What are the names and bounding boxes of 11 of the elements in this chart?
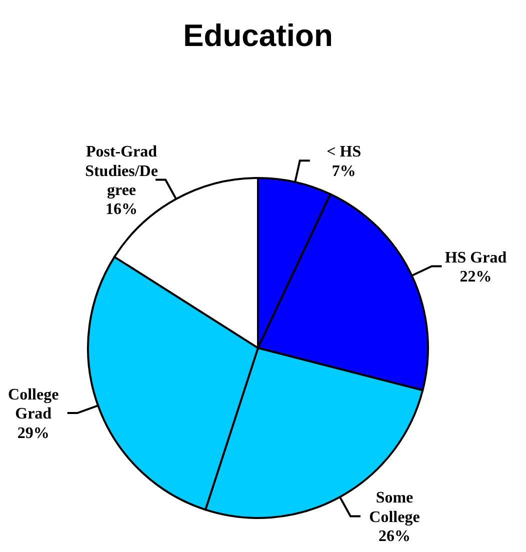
data-label: 22%	[460, 268, 492, 286]
data-label: 29%	[17, 424, 50, 442]
slice-label: Some College	[369, 490, 420, 526]
chart-title: Education	[183, 18, 333, 53]
slice-label: < HS	[326, 144, 362, 161]
data-label: 7%	[332, 162, 356, 180]
slice-label: HS Grad	[444, 249, 507, 266]
slice-label: College Grad	[8, 386, 59, 423]
slice-label: Post-Grad Studies/Degree	[85, 144, 158, 199]
data-label: 16%	[106, 201, 138, 218]
data-label: 26%	[378, 528, 410, 546]
